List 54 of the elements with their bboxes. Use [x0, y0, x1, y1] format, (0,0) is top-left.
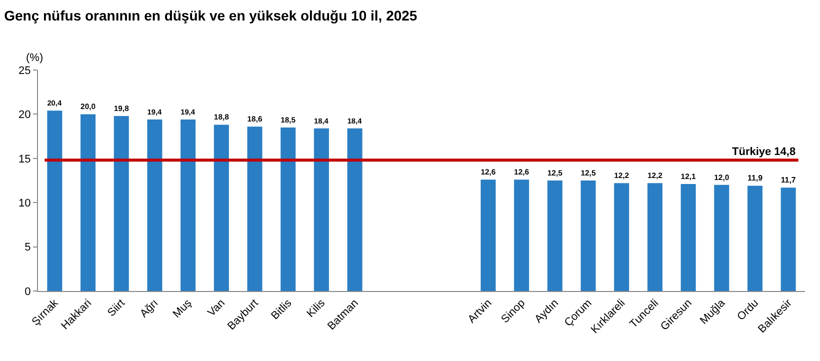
y-tick-label: 0 — [24, 286, 31, 298]
data-label: 12,6 — [480, 168, 496, 177]
data-label: 20,4 — [47, 98, 62, 108]
data-label: 19,8 — [114, 104, 130, 113]
x-tick-label: Van — [206, 297, 228, 319]
bar — [47, 110, 62, 291]
bar — [714, 184, 730, 291]
x-tick-label: Siirt — [105, 297, 128, 320]
bar — [80, 114, 96, 291]
bar — [614, 183, 630, 291]
data-label: 12,2 — [614, 171, 630, 180]
data-label: 12,2 — [647, 171, 662, 180]
data-label: 19,4 — [180, 107, 196, 116]
x-tick-label: Muş — [170, 296, 194, 320]
data-label: 18,6 — [247, 114, 262, 124]
bar — [647, 183, 662, 291]
bar — [214, 124, 229, 291]
x-tick-label: Ağrı — [138, 297, 161, 320]
ref-line-label: Türkiye 14,8 — [732, 146, 796, 158]
data-label: 12,1 — [680, 172, 696, 181]
data-label: 19,4 — [147, 107, 162, 116]
chart-title: Genç nüfus oranının en düşük ve en yüksek olduğu 10 il, 2025 — [4, 8, 418, 24]
bar — [747, 186, 762, 291]
data-label: 18,5 — [280, 115, 296, 124]
bar — [280, 127, 296, 291]
bar — [547, 180, 562, 291]
data-label: 12,0 — [714, 172, 730, 182]
data-label: 18,4 — [314, 116, 330, 126]
y-tick-label: 5 — [24, 242, 31, 254]
bar — [514, 180, 530, 291]
data-label: 11,7 — [780, 175, 796, 184]
data-label: 20,0 — [80, 102, 96, 112]
bar — [147, 120, 162, 291]
bar — [480, 180, 496, 291]
bar — [247, 126, 262, 291]
x-tick-label: Kilis — [304, 296, 328, 320]
data-label: 18,8 — [214, 112, 230, 122]
bar — [780, 188, 796, 291]
data-label: 12,6 — [514, 168, 530, 177]
y-tick-label: 10 — [18, 197, 31, 210]
bar — [580, 180, 596, 291]
bar — [347, 128, 362, 291]
y-tick-label: 15 — [18, 153, 31, 166]
data-label: 12,5 — [547, 168, 564, 178]
bar — [314, 128, 329, 291]
bar — [180, 120, 196, 291]
y-tick-label: 20 — [18, 109, 31, 122]
data-label: 12,5 — [580, 168, 596, 178]
y-tick-label: 25 — [18, 64, 31, 77]
y-axis-title: (%) — [26, 52, 44, 64]
bar — [114, 116, 129, 291]
data-label: 11,9 — [748, 174, 764, 183]
data-label: 18,4 — [347, 116, 363, 126]
bar — [680, 184, 696, 291]
